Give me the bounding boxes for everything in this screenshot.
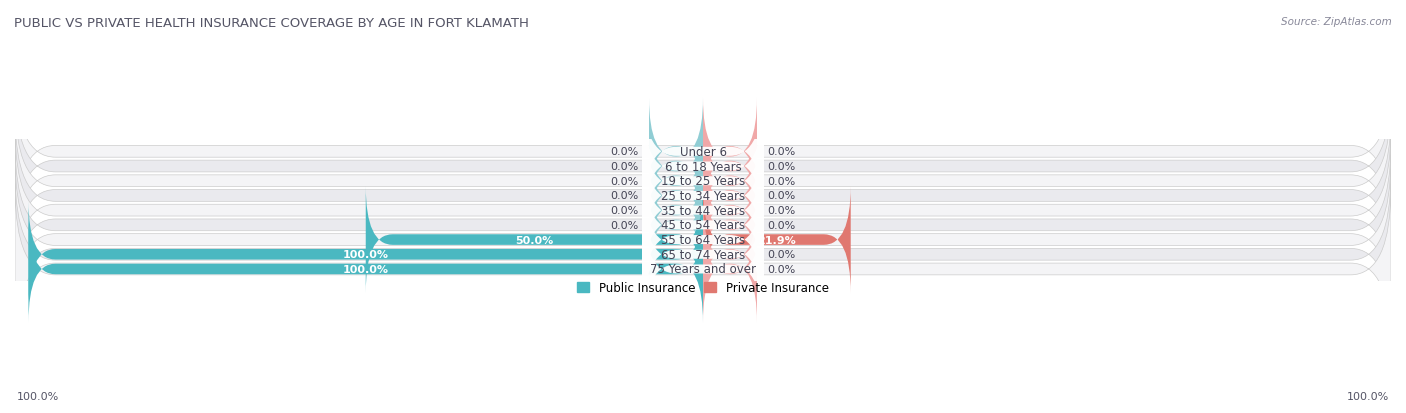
Text: 0.0%: 0.0% (768, 176, 796, 186)
FancyBboxPatch shape (15, 84, 1391, 249)
Text: PUBLIC VS PRIVATE HEALTH INSURANCE COVERAGE BY AGE IN FORT KLAMATH: PUBLIC VS PRIVATE HEALTH INSURANCE COVER… (14, 17, 529, 29)
FancyBboxPatch shape (643, 112, 763, 250)
Text: 50.0%: 50.0% (515, 235, 554, 245)
FancyBboxPatch shape (366, 187, 703, 293)
Text: 45 to 54 Years: 45 to 54 Years (661, 219, 745, 232)
Text: 75 Years and over: 75 Years and over (650, 263, 756, 276)
FancyBboxPatch shape (703, 113, 756, 220)
FancyBboxPatch shape (703, 172, 756, 279)
Text: 65 to 74 Years: 65 to 74 Years (661, 248, 745, 261)
Text: 19 to 25 Years: 19 to 25 Years (661, 175, 745, 188)
Text: 0.0%: 0.0% (610, 220, 638, 230)
Text: 100.0%: 100.0% (17, 391, 59, 401)
Text: 0.0%: 0.0% (768, 206, 796, 216)
FancyBboxPatch shape (15, 70, 1391, 234)
FancyBboxPatch shape (15, 187, 1391, 351)
FancyBboxPatch shape (650, 142, 703, 249)
Text: 0.0%: 0.0% (768, 161, 796, 172)
Text: 6 to 18 Years: 6 to 18 Years (665, 160, 741, 173)
Text: 0.0%: 0.0% (610, 161, 638, 172)
FancyBboxPatch shape (643, 127, 763, 265)
Text: 100.0%: 100.0% (343, 249, 388, 260)
FancyBboxPatch shape (15, 173, 1391, 337)
FancyBboxPatch shape (650, 113, 703, 220)
Text: 0.0%: 0.0% (610, 147, 638, 157)
Text: 35 to 44 Years: 35 to 44 Years (661, 204, 745, 217)
Text: 0.0%: 0.0% (768, 249, 796, 260)
FancyBboxPatch shape (643, 83, 763, 221)
Text: 0.0%: 0.0% (610, 206, 638, 216)
FancyBboxPatch shape (643, 186, 763, 323)
FancyBboxPatch shape (15, 114, 1391, 278)
FancyBboxPatch shape (28, 201, 703, 308)
FancyBboxPatch shape (15, 143, 1391, 307)
FancyBboxPatch shape (15, 158, 1391, 322)
Text: 100.0%: 100.0% (1347, 391, 1389, 401)
FancyBboxPatch shape (650, 99, 703, 205)
FancyBboxPatch shape (703, 99, 756, 205)
Text: 0.0%: 0.0% (768, 191, 796, 201)
Text: 0.0%: 0.0% (768, 220, 796, 230)
FancyBboxPatch shape (15, 128, 1391, 293)
Text: 0.0%: 0.0% (768, 147, 796, 157)
FancyBboxPatch shape (703, 201, 756, 308)
FancyBboxPatch shape (650, 157, 703, 264)
Text: 21.9%: 21.9% (758, 235, 796, 245)
Text: 0.0%: 0.0% (610, 176, 638, 186)
FancyBboxPatch shape (650, 128, 703, 235)
FancyBboxPatch shape (703, 216, 756, 323)
FancyBboxPatch shape (643, 171, 763, 309)
FancyBboxPatch shape (650, 172, 703, 279)
FancyBboxPatch shape (28, 216, 703, 323)
FancyBboxPatch shape (15, 99, 1391, 263)
FancyBboxPatch shape (643, 142, 763, 280)
FancyBboxPatch shape (643, 98, 763, 235)
FancyBboxPatch shape (703, 128, 756, 235)
FancyBboxPatch shape (643, 157, 763, 294)
Text: Under 6: Under 6 (679, 145, 727, 159)
Text: 0.0%: 0.0% (610, 191, 638, 201)
FancyBboxPatch shape (703, 187, 851, 293)
FancyBboxPatch shape (643, 200, 763, 338)
Text: Source: ZipAtlas.com: Source: ZipAtlas.com (1281, 17, 1392, 26)
Legend: Public Insurance, Private Insurance: Public Insurance, Private Insurance (578, 281, 828, 294)
Text: 55 to 64 Years: 55 to 64 Years (661, 233, 745, 247)
Text: 100.0%: 100.0% (343, 264, 388, 274)
Text: 25 to 34 Years: 25 to 34 Years (661, 190, 745, 202)
Text: 0.0%: 0.0% (768, 264, 796, 274)
FancyBboxPatch shape (703, 157, 756, 264)
FancyBboxPatch shape (703, 142, 756, 249)
